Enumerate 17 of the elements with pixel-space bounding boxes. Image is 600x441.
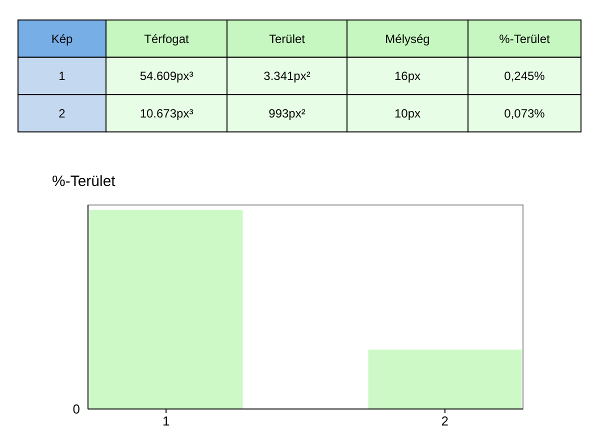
text: 54.609px³	[140, 69, 194, 84]
text: 16px	[394, 69, 421, 84]
text: 10px	[394, 106, 421, 120]
category-label: 1	[58, 69, 66, 84]
y-axis-title: %-Terület	[52, 173, 116, 190]
text: 993px²	[268, 106, 306, 120]
text: 3.341px²	[264, 69, 310, 84]
text: Kép	[51, 32, 73, 46]
text: 10.673px³	[140, 106, 194, 120]
text: Mélység	[385, 32, 430, 46]
text: Terület	[268, 32, 306, 46]
category-label: 2	[58, 106, 66, 120]
text: %-Terület	[499, 32, 550, 46]
text: 0,245%	[504, 69, 546, 84]
text: 0	[72, 402, 80, 417]
text: 0,073%	[504, 106, 546, 120]
text: Térfogat	[144, 32, 190, 46]
